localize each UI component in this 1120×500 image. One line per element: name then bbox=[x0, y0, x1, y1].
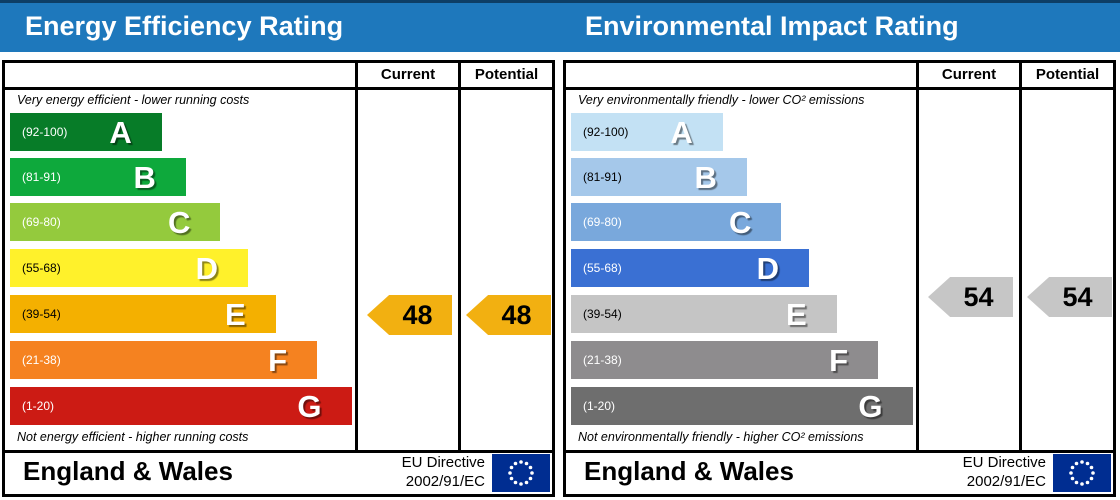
band-range: (69-80) bbox=[583, 215, 622, 229]
band-letter: B bbox=[133, 159, 156, 195]
band-letter: A bbox=[109, 114, 132, 150]
band-range: (21-38) bbox=[583, 353, 622, 367]
column-divider bbox=[355, 63, 358, 453]
energy-rating-title: Energy Efficiency Rating bbox=[25, 11, 344, 41]
band-letter: D bbox=[756, 250, 780, 286]
eu-directive-line2: 2002/91/EC bbox=[966, 473, 1046, 490]
eu-directive-label: EU Directive 2002/91/EC bbox=[325, 453, 485, 491]
potential-rating-arrow: 48 bbox=[466, 295, 551, 335]
band-d: (55-68) D bbox=[571, 249, 810, 287]
environmental-rating-title: Environmental Impact Rating bbox=[585, 11, 959, 41]
column-divider bbox=[458, 63, 461, 453]
potential-rating-arrow: 54 bbox=[1027, 277, 1112, 317]
column-divider bbox=[916, 63, 919, 453]
eu-flag-icon bbox=[1053, 454, 1111, 492]
band-f: (21-38) F bbox=[571, 341, 879, 379]
band-a: (92-100) A bbox=[10, 113, 162, 151]
current-column-header: Current bbox=[941, 66, 997, 83]
band-letter: E bbox=[224, 296, 246, 332]
bottom-note: Not environmentally friendly - higher CO… bbox=[578, 430, 864, 444]
eu-directive-line2: 2002/91/EC bbox=[405, 473, 485, 490]
band-letter: C bbox=[168, 204, 191, 240]
current-column-header: Current bbox=[380, 66, 436, 83]
band-letter: B bbox=[694, 159, 717, 195]
header-divider bbox=[566, 87, 1113, 90]
band-letter: F bbox=[268, 342, 288, 378]
band-b: (81-91) B bbox=[571, 158, 747, 196]
top-note: Very energy efficient - lower running co… bbox=[17, 93, 250, 107]
band-a: (92-100) A bbox=[571, 113, 723, 151]
environmental-impact-panel: Current Potential Very environmentally f… bbox=[563, 60, 1116, 497]
column-divider bbox=[1019, 63, 1022, 453]
band-range: (92-100) bbox=[22, 125, 68, 139]
band-g: (1-20) G bbox=[10, 387, 352, 425]
band-g: (1-20) G bbox=[571, 387, 913, 425]
band-d: (55-68) D bbox=[10, 249, 249, 287]
footer-divider bbox=[566, 450, 1113, 453]
region-label: England & Wales bbox=[23, 456, 233, 486]
header-divider bbox=[5, 87, 552, 90]
band-range: (1-20) bbox=[22, 399, 55, 413]
rating-bands: (92-100) A (81-91) B (69-80) C (55-68) D… bbox=[571, 113, 916, 428]
band-e: (39-54) E bbox=[10, 295, 276, 333]
footer-divider bbox=[5, 450, 552, 453]
bottom-note: Not energy efficient - higher running co… bbox=[17, 430, 249, 444]
band-range: (21-38) bbox=[22, 353, 61, 367]
eu-flag-icon bbox=[492, 454, 550, 492]
band-range: (39-54) bbox=[583, 307, 622, 321]
band-e: (39-54) E bbox=[571, 295, 837, 333]
title-bar: Energy Efficiency Rating Environmental I… bbox=[0, 0, 1120, 52]
band-f: (21-38) F bbox=[10, 341, 318, 379]
region-label: England & Wales bbox=[584, 456, 794, 486]
eu-directive-line1: EU Directive bbox=[401, 454, 485, 471]
top-note: Very environmentally friendly - lower CO… bbox=[578, 93, 865, 107]
band-letter: G bbox=[858, 388, 883, 424]
potential-column-header: Potential bbox=[1035, 66, 1100, 83]
band-range: (81-91) bbox=[22, 170, 61, 184]
band-c: (69-80) C bbox=[10, 203, 221, 241]
band-letter: G bbox=[297, 388, 322, 424]
band-range: (1-20) bbox=[583, 399, 616, 413]
rating-bands: (92-100) A (81-91) B (69-80) C (55-68) D… bbox=[10, 113, 355, 428]
energy-efficiency-panel: Current Potential Very energy efficient … bbox=[2, 60, 555, 497]
band-range: (55-68) bbox=[22, 261, 61, 275]
potential-column-header: Potential bbox=[474, 66, 539, 83]
band-letter: A bbox=[670, 114, 693, 150]
band-letter: C bbox=[729, 204, 752, 240]
band-letter: F bbox=[829, 342, 849, 378]
current-rating-arrow: 48 bbox=[367, 295, 452, 335]
band-letter: E bbox=[785, 296, 807, 332]
band-range: (39-54) bbox=[22, 307, 61, 321]
band-range: (92-100) bbox=[583, 125, 629, 139]
band-b: (81-91) B bbox=[10, 158, 186, 196]
eu-directive-line1: EU Directive bbox=[962, 454, 1046, 471]
eu-directive-label: EU Directive 2002/91/EC bbox=[886, 453, 1046, 491]
band-range: (69-80) bbox=[22, 215, 61, 229]
current-rating-arrow: 54 bbox=[928, 277, 1013, 317]
band-range: (55-68) bbox=[583, 261, 622, 275]
band-range: (81-91) bbox=[583, 170, 622, 184]
band-letter: D bbox=[195, 250, 219, 286]
band-c: (69-80) C bbox=[571, 203, 782, 241]
